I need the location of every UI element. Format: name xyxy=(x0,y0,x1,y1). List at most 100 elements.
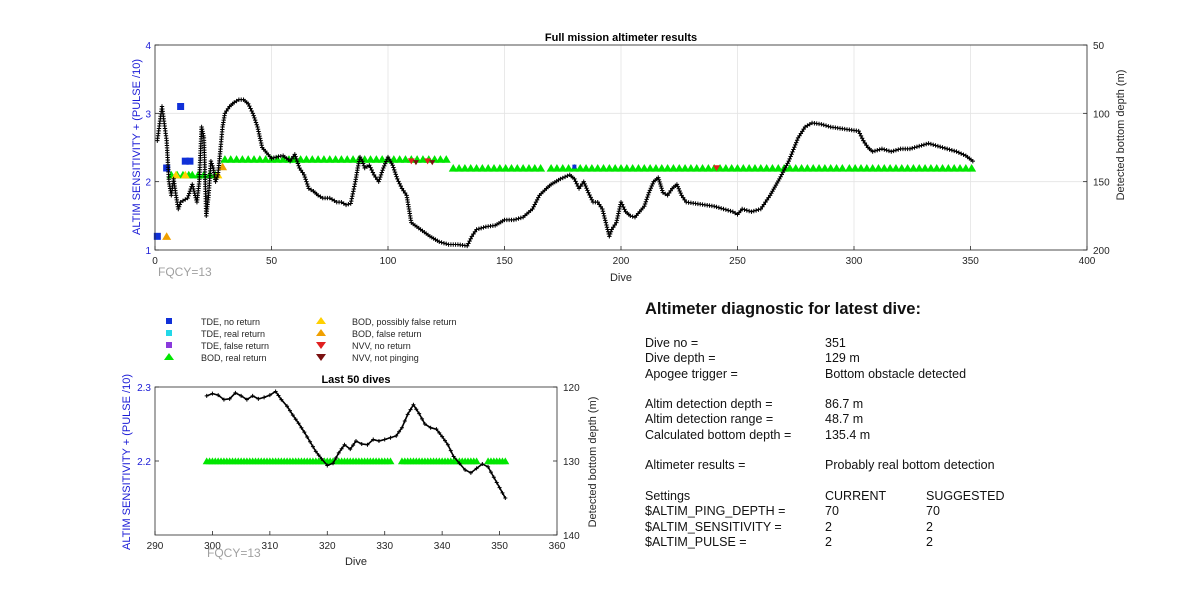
bottom-depth-point xyxy=(856,128,861,134)
bottom-depth-point xyxy=(607,231,613,237)
bod-real-return-marker xyxy=(232,155,242,163)
bottom-depth-point xyxy=(290,413,295,418)
x-tick-label: 310 xyxy=(262,541,279,552)
bottom-depth-point xyxy=(650,181,655,187)
legend-bod-false-return-marker xyxy=(316,329,326,336)
legend-tde-real-return: TDE, real return xyxy=(201,329,265,339)
bottom-depth-point xyxy=(244,397,249,402)
bottom-depth-point xyxy=(663,191,668,197)
bod-real-return-marker xyxy=(272,155,282,163)
bod-real-return-marker xyxy=(249,155,259,163)
bottom-depth-point xyxy=(348,201,353,206)
x-tick-label: 350 xyxy=(962,256,979,267)
tde-no-return-marker xyxy=(153,232,161,240)
bottom-depth-point xyxy=(451,454,456,459)
bottom-depth-point xyxy=(823,123,829,128)
bottom-depth-point xyxy=(254,122,259,127)
bottom-depth-point xyxy=(402,190,408,196)
full-mission-chart: 0 50 100 150 200 250 300 350 400 1 2 3 4 50 100 150 20… xyxy=(131,32,1127,284)
y-tick-label: 4 xyxy=(145,41,151,52)
sensitivity-row: $ALTIM_SENSITIVITY = 2 2 xyxy=(645,520,1185,535)
bottom-depth-point xyxy=(221,397,226,402)
bod-real-return-marker xyxy=(949,163,959,172)
nvv-not-pinging-marker xyxy=(429,160,436,166)
bottom-depth-point xyxy=(362,165,367,171)
bottom-depth-point xyxy=(352,184,357,189)
bottom-depth-point xyxy=(448,448,453,453)
bottom-depth-point xyxy=(513,217,519,222)
bottom-depth-point xyxy=(921,142,927,147)
bod-real-return-marker xyxy=(622,163,632,172)
bottom-depth-point xyxy=(676,186,681,191)
bottom-depth-point xyxy=(434,427,439,432)
bod-real-return-marker xyxy=(797,163,807,172)
bottom-depth-point xyxy=(481,225,486,230)
bottom-depth-point xyxy=(298,168,304,173)
bod-real-return-marker xyxy=(530,163,540,172)
bottom-depth-point xyxy=(660,190,666,195)
bottom-depth-point xyxy=(392,167,397,173)
bottom-depth-point xyxy=(584,186,589,191)
bottom-depth-point xyxy=(339,446,344,451)
bottom-depth-point xyxy=(961,152,966,157)
legend-tde-real-return-marker xyxy=(166,330,172,336)
bottom-depth-point xyxy=(471,231,476,237)
bottom-depth-point xyxy=(332,198,337,203)
bottom-depth-point xyxy=(783,165,788,171)
bottom-depth-point xyxy=(534,197,540,203)
bottom-depth-point xyxy=(371,172,377,178)
bottom-depth-point xyxy=(414,407,419,412)
bod-real-return-marker xyxy=(897,163,907,172)
bottom-depth-point xyxy=(394,174,399,179)
bottom-depth-point xyxy=(474,466,479,471)
tde-no-return-marker xyxy=(163,164,171,172)
y-tick-label: 2.2 xyxy=(137,457,151,468)
bottom-depth-point xyxy=(383,159,389,164)
top-y2-ticks: 50 100 150 200 xyxy=(1083,41,1110,257)
bod-real-return-marker xyxy=(226,155,236,163)
bottom-depth-point xyxy=(970,158,976,164)
bottom-depth-point xyxy=(210,163,215,168)
bod-real-return-marker xyxy=(738,163,748,172)
bottom-depth-point xyxy=(256,129,261,134)
bod-real-return-marker xyxy=(785,163,795,172)
tde-no-return-marker xyxy=(177,103,185,110)
bottom-depth-point xyxy=(437,239,442,244)
bottom-depth-point xyxy=(928,141,934,147)
bottom-depth-point xyxy=(486,464,491,469)
bottom-depth-point xyxy=(350,191,355,197)
bottom-depth-point xyxy=(614,220,619,225)
bottom-depth-point xyxy=(232,100,237,105)
det-depth-value: 86.7 m xyxy=(825,397,864,412)
bod-real-return-marker xyxy=(703,163,713,172)
bottom-depth-point xyxy=(674,182,680,187)
bottom-depth-point xyxy=(444,241,449,247)
bottom-depth-point xyxy=(472,229,478,234)
bottom-depth-point xyxy=(723,207,729,212)
nvv-not-pinging-marker xyxy=(412,160,419,166)
bottom-depth-point xyxy=(294,158,300,164)
bottom-bod-markers xyxy=(202,457,510,465)
bottom-depth-point xyxy=(390,163,395,168)
bottom-depth-point xyxy=(531,204,536,209)
bod-real-return-marker xyxy=(814,163,824,172)
bottom-depth-point xyxy=(302,430,307,435)
bottom-depth-point xyxy=(246,101,251,106)
legend-bod-possibly-false-marker xyxy=(316,317,326,324)
bod-real-return-marker xyxy=(220,155,230,163)
bottom-depth-point xyxy=(576,186,582,191)
bottom-depth-point xyxy=(378,174,383,180)
ping-depth-current: 70 xyxy=(825,504,839,519)
bod-real-return-marker xyxy=(961,163,971,172)
bottom-depth-point xyxy=(343,202,349,208)
bottom-depth-point xyxy=(293,154,298,159)
bottom-depth-point xyxy=(258,138,263,143)
bottom-depth-point xyxy=(763,199,768,205)
bottom-depth-point xyxy=(582,181,587,187)
bod-real-return-marker xyxy=(628,163,638,172)
bod-real-return-marker xyxy=(727,163,737,172)
bottom-depth-point xyxy=(658,181,663,187)
bottom-depth-point xyxy=(361,163,367,168)
bottom-depth-point xyxy=(480,461,485,466)
bottom-depth-point xyxy=(457,461,462,466)
